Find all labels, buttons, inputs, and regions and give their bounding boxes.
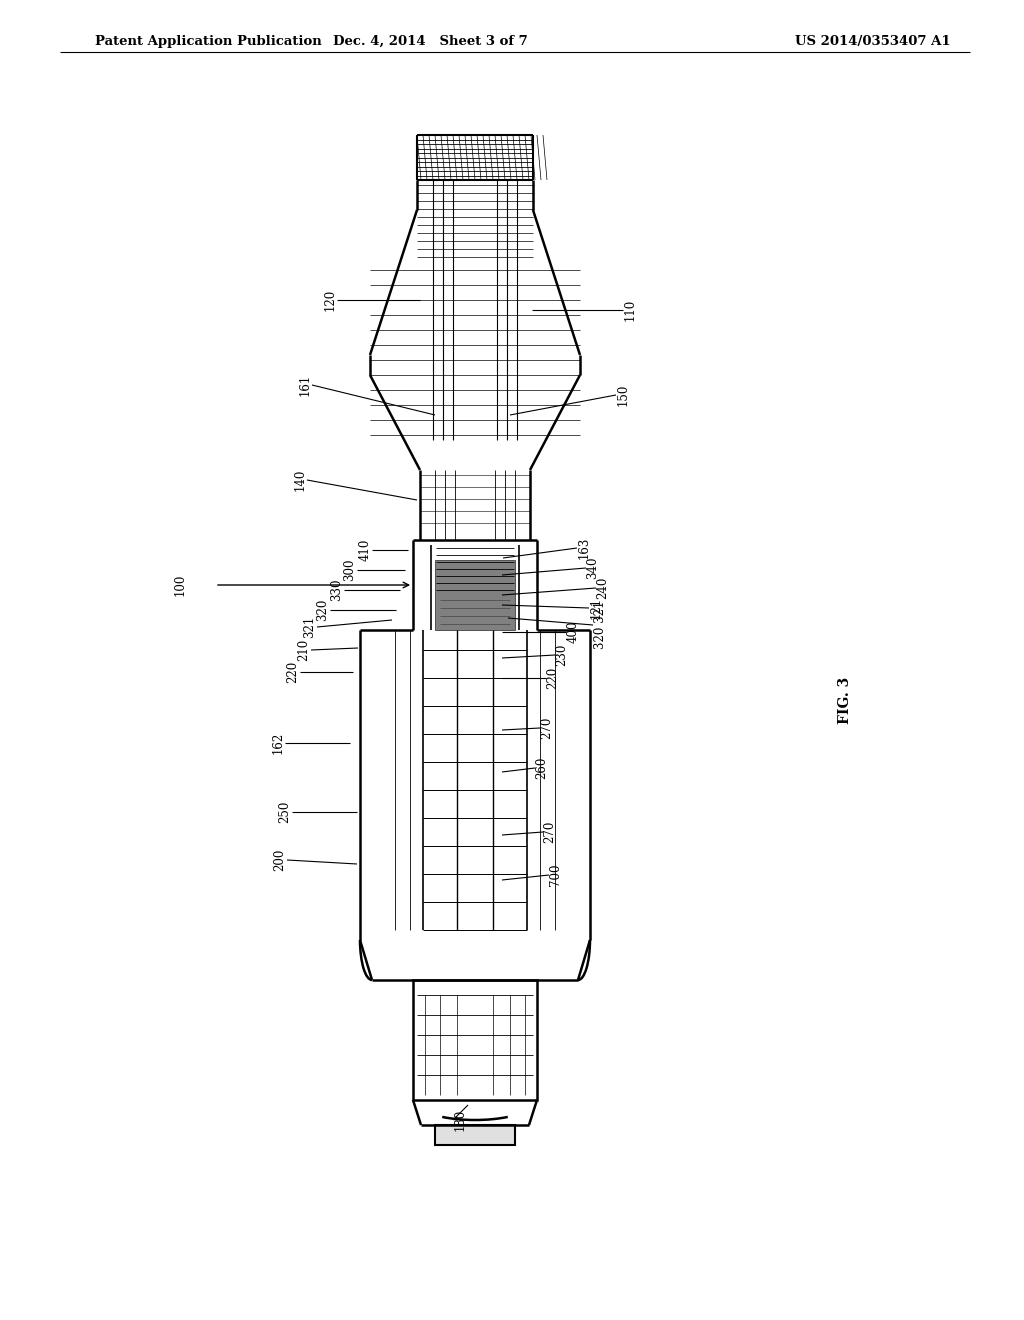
Text: 230: 230 (555, 644, 568, 667)
Text: Dec. 4, 2014   Sheet 3 of 7: Dec. 4, 2014 Sheet 3 of 7 (333, 36, 527, 48)
Text: 320 321: 320 321 (594, 601, 606, 649)
Text: 200: 200 (273, 849, 287, 871)
Bar (435, 560, 515, 630)
Text: 270: 270 (541, 717, 554, 739)
Text: 270: 270 (544, 821, 556, 843)
Text: 110: 110 (624, 298, 637, 321)
Text: 220: 220 (287, 661, 299, 684)
Text: 240: 240 (597, 577, 609, 599)
Text: 300: 300 (343, 558, 356, 581)
Text: Patent Application Publication: Patent Application Publication (95, 36, 322, 48)
Text: FIG. 3: FIG. 3 (838, 676, 852, 723)
Text: 210: 210 (298, 639, 310, 661)
Text: 700: 700 (550, 863, 562, 886)
Text: 320: 320 (316, 599, 330, 622)
Text: 120: 120 (324, 289, 337, 312)
Text: 260: 260 (536, 756, 549, 779)
Text: US 2014/0353407 A1: US 2014/0353407 A1 (795, 36, 950, 48)
Text: 400: 400 (566, 620, 580, 643)
Text: 330: 330 (331, 578, 343, 601)
Text: 161: 161 (299, 374, 311, 396)
Text: 163: 163 (578, 537, 591, 560)
Text: 140: 140 (294, 469, 306, 491)
Text: 162: 162 (271, 731, 285, 754)
Text: 100: 100 (173, 574, 186, 597)
Text: 340: 340 (587, 557, 599, 579)
Text: 180: 180 (454, 1109, 467, 1131)
Text: 410: 410 (358, 539, 372, 561)
Text: 220: 220 (547, 667, 559, 689)
Text: 321: 321 (303, 616, 316, 638)
Text: 250: 250 (279, 801, 292, 824)
Bar (435, 1125, 515, 1144)
Bar (413, 979, 537, 1100)
Text: 150: 150 (616, 384, 630, 407)
Text: 121: 121 (590, 597, 602, 619)
